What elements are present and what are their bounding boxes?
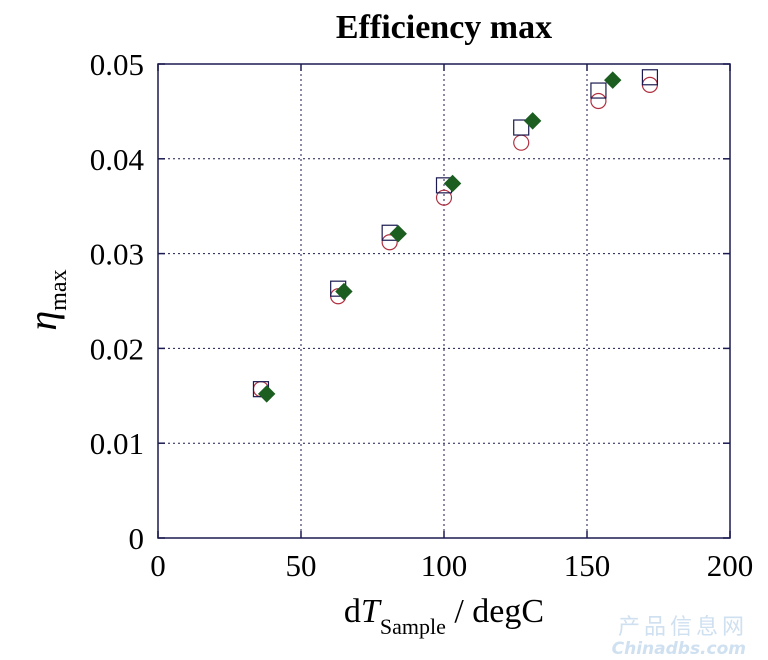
y-axis-label: ηmax xyxy=(20,269,72,330)
watermark-text-en: Chinadbs.com xyxy=(612,639,746,659)
y-tick-label: 0 xyxy=(129,521,145,556)
x-tick-label: 150 xyxy=(564,548,611,583)
data-markers xyxy=(252,69,659,403)
data-point-diamond xyxy=(335,282,353,301)
x-axis-subscript: Sample xyxy=(380,614,446,639)
x-axis-ticks: 0 50 100 150 200 xyxy=(150,64,753,583)
y-tick-label: 0.02 xyxy=(90,331,144,366)
y-tick-label: 0.01 xyxy=(90,426,144,461)
x-axis-label: dTSample / degC xyxy=(344,593,544,639)
y-tick-label: 0.05 xyxy=(90,47,144,82)
y-tick-label: 0.03 xyxy=(90,237,144,272)
data-point-diamond xyxy=(443,174,462,193)
x-tick-label: 0 xyxy=(150,548,166,583)
y-axis-symbol: η xyxy=(20,311,65,331)
x-axis-prefix: d xyxy=(344,593,361,630)
series-square-open xyxy=(252,69,659,398)
data-point-circle xyxy=(435,189,453,206)
x-tick-label: 100 xyxy=(421,548,468,583)
y-tick-label: 0.04 xyxy=(90,142,145,177)
data-point-square xyxy=(590,82,607,99)
x-tick-label: 50 xyxy=(286,548,317,583)
x-axis-suffix: / degC xyxy=(446,593,544,630)
y-axis-ticks: 0 0.01 0.02 0.03 0.04 0.05 xyxy=(90,47,730,556)
grid-lines xyxy=(158,64,730,538)
data-point-circle xyxy=(381,234,398,251)
data-point-diamond xyxy=(389,224,407,243)
data-point-square xyxy=(513,119,530,136)
y-axis-subscript: max xyxy=(46,269,72,310)
watermark-text-cn: 产品信息网 xyxy=(618,615,748,640)
data-point-diamond xyxy=(604,71,622,89)
data-point-square xyxy=(641,69,659,86)
chart-title: Efficiency max xyxy=(336,9,552,46)
data-point-circle xyxy=(590,92,607,110)
svg-text:ηmax: ηmax xyxy=(20,269,72,330)
data-point-diamond xyxy=(257,385,276,403)
data-point-circle xyxy=(513,134,530,151)
x-axis-symbol: T xyxy=(361,593,382,630)
series-diamond-filled xyxy=(257,71,622,403)
x-tick-label: 200 xyxy=(707,548,754,583)
data-point-diamond xyxy=(523,112,542,130)
